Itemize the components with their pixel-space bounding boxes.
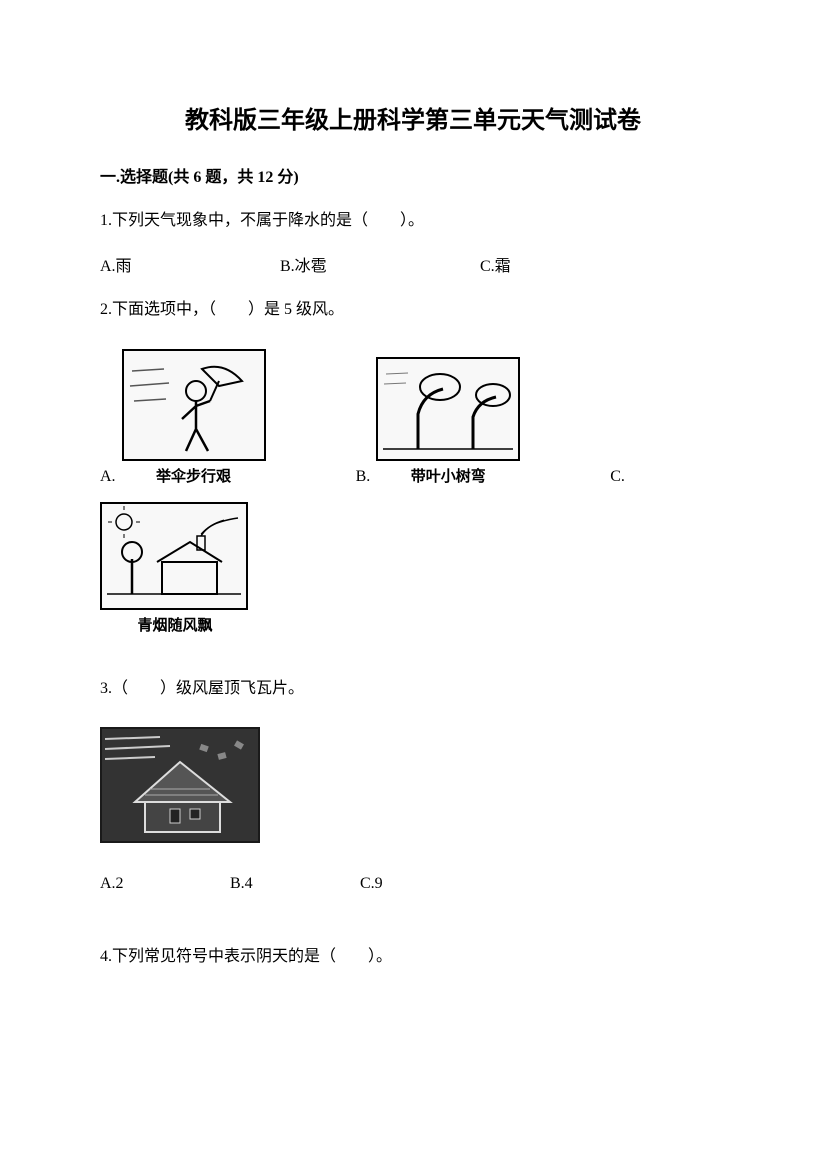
section-header: 一.选择题(共 6 题，共 12 分) bbox=[100, 163, 726, 187]
q2-image-b-box: 带叶小树弯 bbox=[376, 357, 520, 486]
q1-option-b: B.冰雹 bbox=[280, 252, 480, 276]
question-2-text: 2.下面选项中，（ ）是 5 级风。 bbox=[100, 296, 726, 325]
q2-option-b: B. 带叶小树弯 bbox=[356, 357, 521, 486]
q1-option-c: C.霜 bbox=[480, 252, 620, 276]
q3-option-b: B.4 bbox=[230, 875, 360, 893]
q2-caption-a: 举伞步行艰 bbox=[156, 465, 231, 486]
q3-option-c: C.9 bbox=[360, 875, 490, 893]
q2-option-a: A. 举伞步行艰 bbox=[100, 349, 266, 486]
q1-option-a: A.雨 bbox=[100, 252, 280, 276]
q3-image bbox=[100, 727, 726, 843]
question-1-text: 1.下列天气现象中，不属于降水的是（ ）。 bbox=[100, 207, 726, 236]
question-2-options-row1: A. 举伞步行艰 B. bbox=[100, 349, 726, 486]
q3-option-a: A.2 bbox=[100, 875, 230, 893]
question-3-options: A.2 B.4 C.9 bbox=[100, 875, 726, 893]
umbrella-walk-icon bbox=[122, 349, 266, 461]
roof-tiles-flying-icon bbox=[100, 727, 260, 843]
question-3-text: 3.（ ）级风屋顶飞瓦片。 bbox=[100, 675, 726, 704]
q2-label-c: C. bbox=[610, 468, 625, 486]
q2-image-a-box: 举伞步行艰 bbox=[122, 349, 266, 486]
question-1-options: A.雨 B.冰雹 C.霜 bbox=[100, 252, 726, 276]
q2-caption-b: 带叶小树弯 bbox=[411, 465, 486, 486]
q2-label-a: A. bbox=[100, 468, 116, 486]
q2-label-b: B. bbox=[356, 468, 371, 486]
q2-caption-c: 青烟随风飘 bbox=[137, 614, 212, 635]
bending-tree-icon bbox=[376, 357, 520, 461]
question-4-text: 4.下列常见符号中表示阴天的是（ ）。 bbox=[100, 943, 726, 972]
q2-option-c-image: 青烟随风飘 bbox=[100, 502, 726, 635]
q2-option-c-label: C. bbox=[610, 468, 631, 486]
page-title: 教科版三年级上册科学第三单元天气测试卷 bbox=[100, 100, 726, 135]
smoke-drift-icon bbox=[100, 502, 248, 610]
